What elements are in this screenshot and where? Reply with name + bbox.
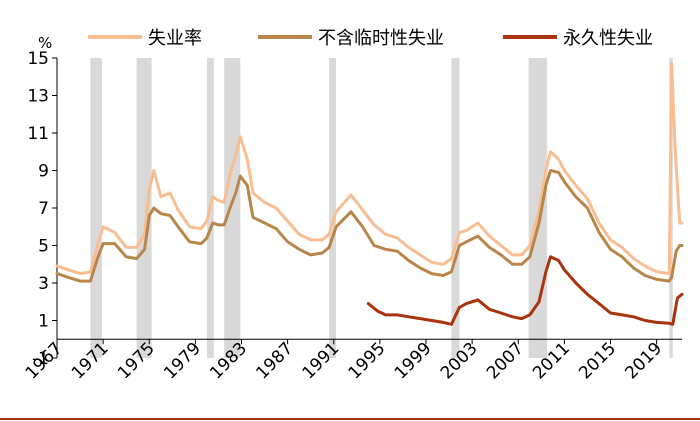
legend: 失业率 不含临时性失业 永久性失业 [88, 28, 653, 49]
y-tick-label: 3 [38, 274, 49, 294]
y-tick-label: 13 [27, 87, 49, 107]
x-tick-label: 1987 [252, 339, 297, 384]
recession-band-2 [136, 58, 152, 358]
legend-label-3: 永久性失业 [563, 28, 653, 49]
y-tick-label: 7 [38, 199, 49, 219]
x-tick-label: 2019 [621, 339, 666, 384]
y-tick-label: 11 [27, 124, 49, 144]
series-line-1 [55, 62, 684, 276]
y-tick-label: -1 [32, 349, 49, 369]
y-tick-label: 15 [27, 49, 49, 69]
x-tick-label: 1995 [345, 339, 390, 384]
x-tick-label: 1999 [391, 339, 436, 384]
x-tick-label: 1971 [68, 339, 113, 384]
x-tick-label: 1979 [160, 339, 205, 384]
y-tick-label: 9 [38, 162, 49, 182]
legend-label-1: 失业率 [148, 28, 202, 49]
recession-band-5 [329, 58, 336, 358]
series-line-2 [55, 169, 684, 283]
x-tick-label: 2015 [575, 339, 620, 384]
recession-band-1 [90, 58, 102, 358]
y-tick-label: 1 [38, 312, 49, 332]
recession-band-6 [451, 58, 460, 358]
series-lines [55, 62, 684, 326]
x-tick-label: 2007 [483, 339, 528, 384]
y-tick-label: 5 [38, 237, 49, 257]
x-axis-ticks: 1967 1971 1975 1979 1983 1987 1991 1995 1999 2003… [22, 339, 666, 384]
y-unit-label: % [38, 34, 52, 52]
x-tick-label: 1967 [22, 339, 67, 384]
recession-band-4 [224, 58, 241, 358]
x-tick-label: 1991 [299, 339, 344, 384]
legend-label-2: 不含临时性失业 [318, 28, 444, 49]
x-tick-label: 1975 [114, 339, 159, 384]
series-line-3 [366, 255, 684, 326]
